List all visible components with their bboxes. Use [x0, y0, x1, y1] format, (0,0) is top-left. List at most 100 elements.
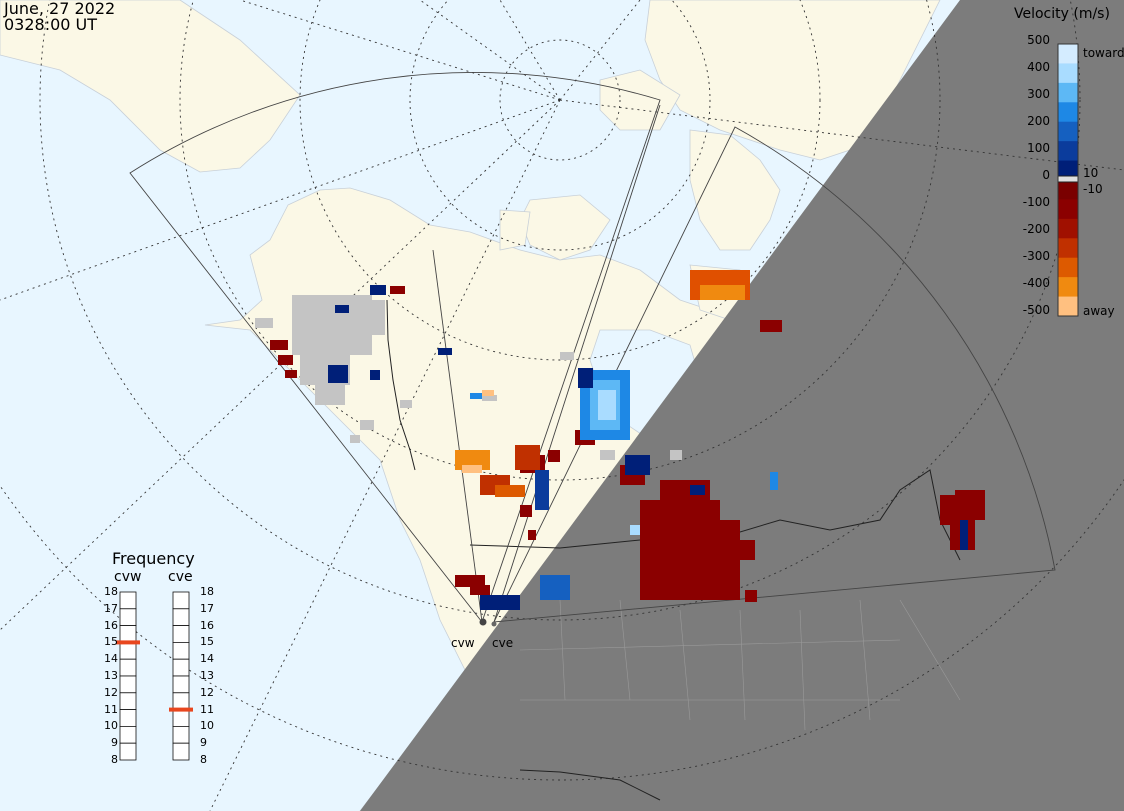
frequency-title: Frequency [112, 549, 195, 568]
us-canada-border [469, 469, 961, 561]
frequency-gauge-cell [172, 642, 190, 660]
frequency-gauge-cell [172, 625, 190, 643]
frequency-label-left: 11 [104, 702, 118, 716]
radar-site-cvw-marker [479, 618, 487, 626]
frequency-label-right: 15 [200, 635, 214, 649]
scale-tick-label: 300 [1027, 87, 1050, 101]
frequency-label-right: 10 [200, 719, 214, 733]
frequency-gauge-cell [119, 608, 137, 626]
scale-color-step [1058, 296, 1078, 317]
alaska-canada-border [386, 299, 416, 471]
frequency-label-left: 15 [104, 635, 118, 649]
frequency-gauge-cell [119, 709, 137, 727]
toward-label: toward [1083, 46, 1124, 60]
frequency-gauge-cell [119, 692, 137, 710]
velocity-color-scale [1057, 43, 1079, 317]
frequency-gauge-cell [172, 608, 190, 626]
scale-tick-label: 0 [1042, 168, 1050, 182]
velocity-cells-toward [328, 285, 968, 610]
frequency-label-right: 16 [200, 618, 214, 632]
away-label: away [1083, 304, 1115, 318]
scale-color-step [1058, 238, 1078, 259]
scale-color-step [1058, 102, 1078, 123]
radar-site-label-cve: cve [492, 636, 514, 650]
frequency-gauge-cell [119, 658, 137, 677]
legend-title: Velocity (m/s) [1014, 6, 1110, 22]
frequency-gauge-cell [119, 742, 137, 761]
night-terminator [360, 0, 1124, 811]
us-mexico-border [519, 769, 661, 801]
scale-color-step [1058, 44, 1078, 64]
frequency-label-right: 13 [200, 669, 214, 682]
scale-color-step [1058, 218, 1078, 239]
scale-tick-label: 200 [1027, 114, 1050, 128]
frequency-gauge-cell [172, 742, 190, 761]
frequency-gauge-cell [119, 591, 137, 610]
date-label: June, 27 2022 [4, 0, 116, 18]
frequency-label-left: 14 [104, 652, 118, 666]
frequency-label-left: 8 [111, 753, 118, 766]
frequency-label-left: 18 [104, 585, 118, 598]
frequency-header-cvw: cvw [114, 569, 142, 585]
frequency-gauge-cell [119, 675, 137, 694]
frequency-gauges [116, 591, 193, 761]
radar-fov [129, 72, 1056, 623]
frequency-label-right: 9 [200, 736, 207, 750]
frequency-gauge-cell [172, 658, 190, 677]
frequency-label-right: 14 [200, 652, 214, 666]
frequency-label-right: 18 [200, 585, 214, 598]
velocity-cells-orange [455, 270, 750, 497]
border-layer [386, 299, 961, 801]
scale-color-step [1058, 199, 1078, 220]
frequency-gauge-cell [172, 692, 190, 710]
frequency-gauge-cell [119, 726, 137, 744]
frequency-gauge-cell [172, 726, 190, 744]
scale-color-step [1058, 121, 1078, 142]
scale-color-step [1058, 257, 1078, 278]
scale-color-step [1058, 180, 1078, 200]
frequency-label-right: 8 [200, 753, 207, 766]
scale-color-step [1058, 82, 1078, 103]
scale-tick-label: -400 [1022, 276, 1050, 290]
frequency-label-left: 10 [104, 719, 118, 733]
frequency-marker-cve [169, 707, 193, 712]
threshold-pos-label: 10 [1083, 166, 1099, 180]
scale-color-step [1058, 277, 1078, 298]
scale-tick-label: -100 [1022, 195, 1050, 209]
frequency-label-left: 16 [104, 618, 118, 632]
banks-island [499, 209, 531, 251]
frequency-marker-cvw [116, 640, 140, 645]
scale-frame [1057, 43, 1079, 317]
scale-tick-label: 100 [1027, 141, 1050, 155]
ellesmere-island [599, 69, 681, 131]
frequency-label-right: 17 [200, 601, 214, 615]
scale-color-step [1058, 63, 1078, 84]
frequency-gauge-cell [119, 642, 137, 660]
frequency-label-right: 11 [200, 702, 214, 716]
time-label: 0328:00 UT [4, 15, 98, 34]
greenland [644, 0, 941, 161]
frequency-label-left: 13 [104, 669, 118, 682]
asia-coast [0, 0, 301, 173]
frequency-gauge-cell [172, 591, 190, 610]
frequency-gauge-cell [172, 675, 190, 694]
baffin-island [689, 129, 781, 251]
scale-tick-label: -200 [1022, 222, 1050, 236]
frequency-label-left: 9 [111, 736, 118, 750]
frequency-label-left: 17 [104, 601, 118, 615]
frequency-label-left: 12 [104, 685, 118, 699]
frequency-header-cve: cve [168, 569, 193, 585]
state-lines [519, 599, 961, 731]
threshold-neg-label: -10 [1083, 182, 1103, 196]
frequency-label-right: 12 [200, 685, 214, 699]
radar-site-cve-marker [491, 621, 497, 627]
scale-color-step [1058, 141, 1078, 162]
frequency-gauge-cell [172, 709, 190, 727]
scale-tick-label: -300 [1022, 249, 1050, 263]
ground-scatter [255, 295, 682, 460]
radar-site-label-cvw: cvw [451, 636, 475, 650]
scale-zero-band [1057, 175, 1079, 183]
scale-tick-label: 400 [1027, 60, 1050, 74]
